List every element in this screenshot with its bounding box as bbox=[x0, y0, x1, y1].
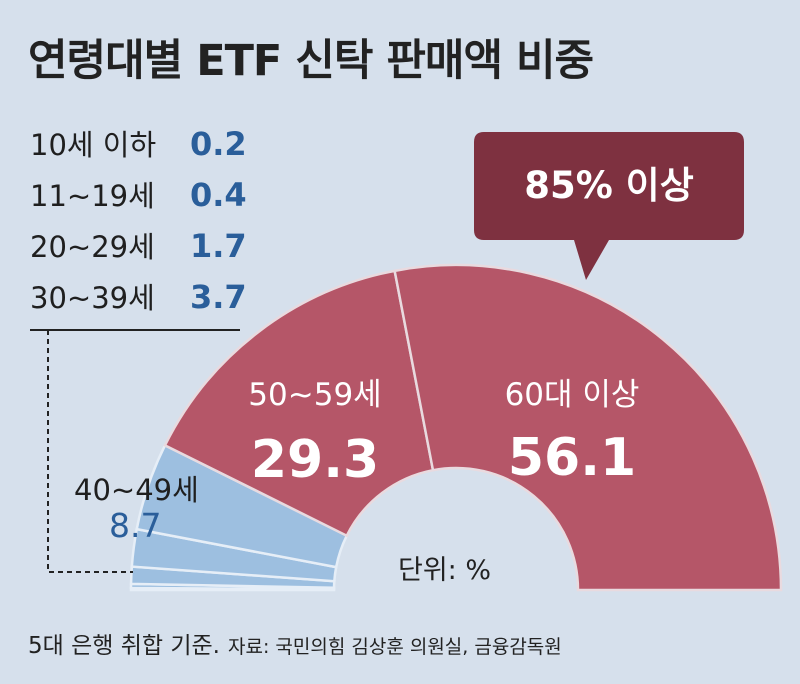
slice-value-7: 56.1 bbox=[508, 428, 636, 488]
unit-label: 단위: % bbox=[398, 555, 491, 586]
legend-value-4: 3.7 bbox=[190, 278, 247, 316]
slice-6 bbox=[163, 269, 435, 538]
footnote: 5대 은행 취합 기준. 자료: 국민의힘 김상훈 의원실, 금융감독원 bbox=[28, 626, 562, 660]
legend-value-2: 0.4 bbox=[190, 176, 247, 214]
slice-7 bbox=[393, 263, 783, 592]
legend-value-3: 1.7 bbox=[190, 227, 247, 265]
legend-label-1: 10세 이하 bbox=[30, 128, 156, 162]
chart-title: 연령대별 ETF 신탁 판매액 비중 bbox=[28, 36, 594, 86]
legend-label-4: 30~39세 bbox=[30, 281, 155, 315]
slice-label-5: 40~49세 bbox=[74, 473, 199, 507]
legend-label-3: 20~29세 bbox=[30, 230, 155, 264]
callout-bubble bbox=[474, 132, 744, 280]
legend-value-1: 0.2 bbox=[190, 125, 247, 163]
slice-value-6: 29.3 bbox=[251, 430, 379, 490]
footnote-basis: 5대 은행 취합 기준. bbox=[28, 633, 220, 659]
slice-label-7: 60대 이상 bbox=[505, 377, 640, 413]
footnote-source: 자료: 국민의힘 김상훈 의원실, 금융감독원 bbox=[228, 636, 562, 658]
slice-label-6: 50~59세 bbox=[248, 377, 381, 413]
slice-value-5: 8.7 bbox=[109, 506, 161, 545]
legend-leader-line bbox=[47, 330, 133, 573]
legend-label-2: 11~19세 bbox=[30, 179, 155, 213]
callout-label: 85% 이상 bbox=[524, 164, 694, 207]
